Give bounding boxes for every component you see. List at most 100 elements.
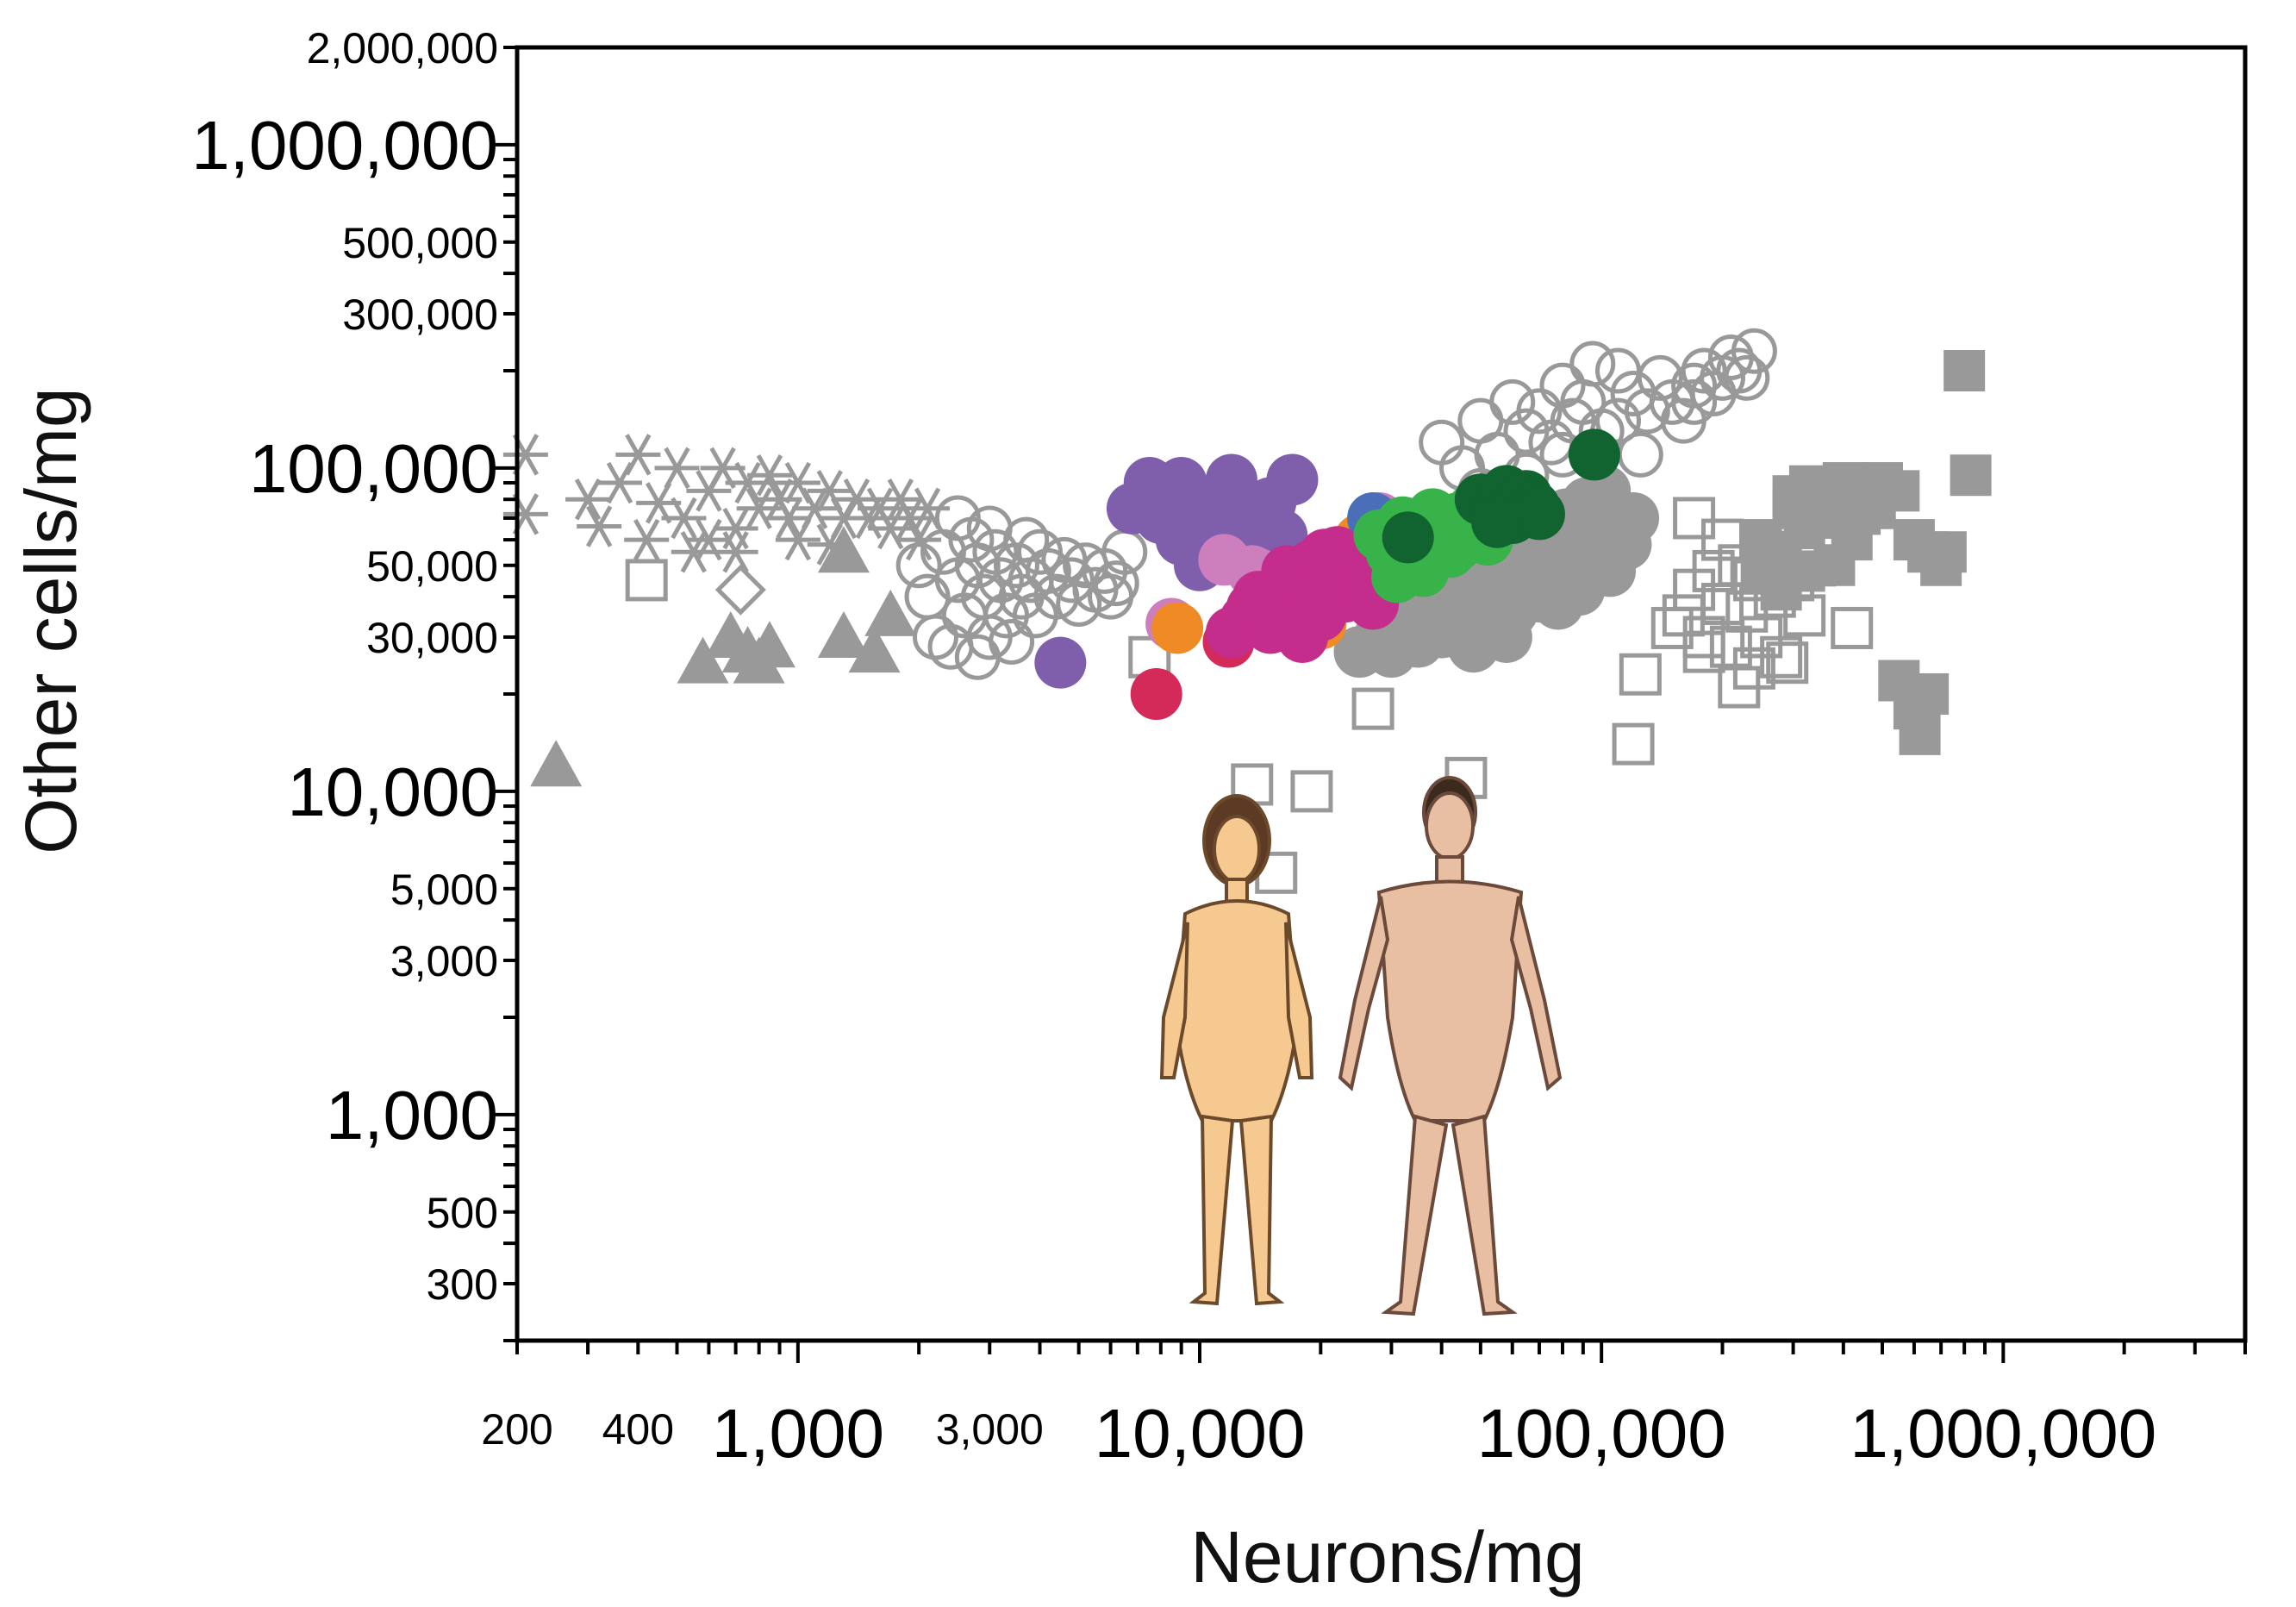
data-point bbox=[1617, 431, 1663, 478]
data-point bbox=[725, 461, 771, 504]
data-point bbox=[1471, 496, 1524, 548]
data-point bbox=[1709, 625, 1752, 668]
data-point bbox=[1682, 630, 1725, 673]
y-tick-label: 300 bbox=[427, 1260, 498, 1309]
x-axis-ticks bbox=[515, 1341, 2247, 1363]
data-point bbox=[896, 518, 942, 561]
male-figure-illustration bbox=[1338, 776, 1563, 1316]
data-point bbox=[1290, 564, 1343, 616]
data-point bbox=[1718, 666, 1761, 709]
data-point bbox=[1671, 378, 1718, 425]
data-point bbox=[597, 461, 642, 504]
data-point bbox=[817, 526, 870, 573]
x-tick-label: 1,000 bbox=[712, 1395, 884, 1472]
data-point bbox=[1489, 378, 1536, 425]
plot-frame bbox=[515, 45, 2248, 1343]
data-point bbox=[1899, 713, 1941, 755]
data-point bbox=[1382, 511, 1434, 564]
data-point bbox=[864, 589, 917, 636]
data-point bbox=[1831, 606, 1874, 649]
data-point bbox=[1731, 328, 1777, 374]
data-point bbox=[1766, 641, 1809, 685]
data-point bbox=[713, 507, 758, 550]
data-point bbox=[934, 495, 981, 541]
data-point bbox=[1290, 770, 1333, 813]
data-point bbox=[1266, 453, 1319, 506]
y-axis-ticks bbox=[495, 46, 517, 1342]
x-tick-label: 200 bbox=[481, 1405, 552, 1454]
data-point bbox=[1783, 594, 1826, 637]
data-point bbox=[1226, 581, 1278, 634]
data-point bbox=[989, 618, 1035, 665]
data-point bbox=[1637, 354, 1683, 401]
data-point bbox=[1692, 549, 1735, 592]
data-point bbox=[927, 623, 974, 670]
data-point bbox=[1839, 493, 1881, 535]
y-tick-label: 1,000 bbox=[326, 1077, 498, 1154]
x-tick-label: 1,000,000 bbox=[1850, 1395, 2156, 1472]
data-point bbox=[1813, 544, 1856, 586]
data-point bbox=[530, 740, 583, 787]
data-point bbox=[1600, 518, 1652, 571]
data-point bbox=[1725, 590, 1769, 633]
data-point bbox=[746, 454, 792, 497]
data-point bbox=[713, 531, 758, 573]
x-tick-label: 100,000 bbox=[1477, 1395, 1726, 1472]
data-point bbox=[1569, 341, 1616, 387]
data-point bbox=[887, 497, 933, 540]
data-point bbox=[1619, 653, 1662, 696]
data-point bbox=[993, 542, 1039, 589]
female-figure-illustration bbox=[1159, 794, 1314, 1306]
data-point bbox=[677, 636, 729, 684]
data-point bbox=[1950, 454, 1992, 497]
y-tick-label: 2,000,000 bbox=[307, 24, 498, 72]
data-point bbox=[615, 434, 661, 476]
data-point bbox=[775, 518, 820, 561]
data-point bbox=[1351, 687, 1394, 730]
data-point bbox=[1673, 497, 1716, 540]
data-point bbox=[625, 559, 668, 602]
data-point bbox=[1419, 419, 1465, 466]
data-point bbox=[743, 621, 795, 668]
data-point bbox=[1034, 636, 1087, 689]
data-point bbox=[1724, 354, 1770, 401]
y-tick-label: 50,000 bbox=[366, 542, 498, 591]
data-point bbox=[1371, 551, 1424, 603]
data-point bbox=[1943, 350, 1986, 391]
data-point bbox=[624, 518, 670, 561]
data-points bbox=[502, 328, 1992, 894]
data-point bbox=[848, 626, 901, 673]
data-point bbox=[1151, 602, 1204, 654]
y-tick-label: 30,000 bbox=[366, 614, 498, 662]
x-axis-title: Neurons/mg bbox=[1190, 1516, 1585, 1598]
data-point bbox=[577, 505, 622, 547]
data-point bbox=[661, 497, 707, 540]
x-axis-tick-labels: 200 400 1,000 3,000 10,000 100,000 1,000,000 bbox=[481, 1395, 2156, 1472]
data-point bbox=[1907, 673, 1950, 715]
y-tick-label: 500 bbox=[427, 1189, 498, 1237]
data-point bbox=[714, 564, 766, 616]
data-point bbox=[1804, 482, 1846, 524]
y-tick-label: 300,000 bbox=[342, 291, 498, 339]
data-point bbox=[895, 542, 942, 589]
data-point bbox=[1624, 388, 1670, 435]
y-tick-label: 3,000 bbox=[390, 937, 498, 985]
data-point bbox=[1130, 668, 1182, 720]
y-tick-label: 5,000 bbox=[390, 866, 498, 914]
data-point bbox=[1480, 610, 1532, 663]
x-tick-label: 400 bbox=[602, 1405, 674, 1454]
data-point bbox=[1594, 397, 1641, 444]
data-point bbox=[905, 487, 951, 529]
y-tick-label: 1,000,000 bbox=[191, 107, 498, 184]
data-point bbox=[1048, 557, 1095, 603]
data-point bbox=[817, 610, 870, 658]
data-point bbox=[1568, 428, 1620, 481]
human-figures bbox=[1159, 776, 1563, 1316]
data-point bbox=[1925, 531, 1967, 573]
data-point bbox=[1093, 560, 1139, 607]
data-point bbox=[912, 614, 958, 660]
data-point bbox=[1513, 488, 1565, 541]
data-point bbox=[1516, 388, 1563, 435]
y-axis-tick-labels: 2,000,000 1,000,000 500,000 300,000 100,000 5… bbox=[191, 24, 498, 1309]
